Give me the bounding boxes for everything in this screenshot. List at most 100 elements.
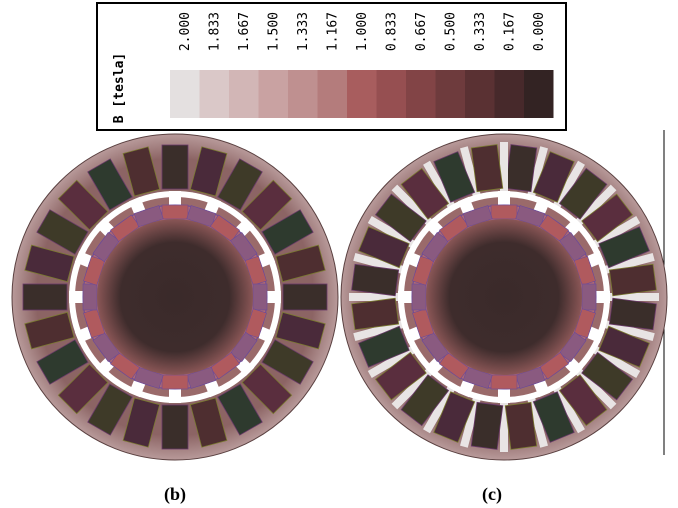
rotor-notch [169, 389, 181, 403]
legend-swatch [376, 70, 406, 118]
subfigure-label: (b) [164, 484, 186, 505]
magnet [490, 204, 518, 220]
rotor-notch [74, 326, 93, 344]
slot [470, 401, 504, 450]
slot [24, 244, 75, 283]
tooth [553, 160, 585, 209]
tooth [575, 184, 617, 226]
slot [532, 151, 575, 203]
slot [374, 351, 427, 401]
rotor-notch [403, 250, 422, 268]
slot [433, 391, 476, 443]
magnet [82, 283, 98, 311]
rotor-notch [204, 379, 222, 398]
rotor-notch [128, 196, 146, 215]
slot [581, 351, 634, 401]
slot [22, 283, 68, 311]
magnet [573, 308, 596, 339]
legend-label: 0.000 [532, 12, 547, 51]
slot [504, 401, 538, 450]
tooth [604, 253, 655, 274]
legend-label: 0.833 [385, 12, 400, 51]
slot [504, 144, 538, 193]
slot [241, 179, 293, 231]
magnet [161, 374, 189, 390]
tooth [604, 320, 655, 341]
tooth [460, 146, 481, 197]
magnet [421, 331, 449, 363]
legend-label: 0.500 [444, 12, 459, 51]
magnet [581, 283, 597, 311]
magnet [573, 255, 596, 286]
slot [598, 226, 650, 269]
slot [161, 144, 189, 190]
rotor-notch [498, 389, 510, 403]
rotor-notch [69, 291, 83, 303]
slot [261, 209, 314, 255]
legend-label: 1.000 [355, 12, 370, 51]
tooth [353, 253, 404, 274]
tooth [500, 142, 508, 192]
legend-swatch [406, 70, 436, 118]
magnet [92, 331, 120, 363]
slot [558, 167, 608, 220]
slot [282, 283, 328, 311]
rotor-notch [586, 326, 605, 344]
magnet [252, 283, 268, 311]
rotor-core [426, 219, 582, 375]
legend-label: 1.833 [208, 12, 223, 51]
slot [261, 339, 314, 385]
magnet [559, 331, 587, 363]
slot [122, 397, 161, 448]
slot [374, 193, 427, 243]
tooth [367, 346, 416, 378]
rotor-core [97, 219, 253, 375]
legend-label: 2.000 [178, 12, 193, 51]
tooth [527, 146, 548, 197]
motor [11, 133, 339, 461]
slot [36, 339, 89, 385]
motor [340, 133, 668, 461]
tooth [527, 397, 548, 448]
legend-title: B [tesla] [112, 53, 127, 123]
rotor-notch [533, 196, 551, 215]
tooth [423, 160, 455, 209]
tooth [553, 385, 585, 434]
magnet [83, 255, 106, 286]
slot [470, 144, 504, 193]
rotor-notch [257, 326, 276, 344]
slot [358, 226, 410, 269]
rotor-notch [169, 191, 181, 205]
legend-swatch [465, 70, 495, 118]
slot [275, 311, 326, 350]
tooth [592, 216, 641, 248]
legend-label: 0.667 [414, 12, 429, 51]
magnet [438, 214, 470, 242]
magnet [161, 204, 189, 220]
slot [275, 244, 326, 283]
slot [57, 179, 109, 231]
slot [351, 263, 400, 297]
rotor-notch [596, 291, 610, 303]
tooth [575, 368, 617, 410]
slot [608, 297, 657, 331]
slot [241, 363, 293, 415]
slot [57, 363, 109, 415]
magnet [83, 308, 106, 339]
rotor-notch [457, 196, 475, 215]
rotor-notch [74, 250, 93, 268]
slot [598, 325, 650, 368]
slot [400, 374, 450, 427]
slot [122, 146, 161, 197]
tooth [592, 346, 641, 378]
slot [189, 397, 228, 448]
magnet [490, 374, 518, 390]
legend-swatch [199, 70, 229, 118]
legend-swatch [170, 70, 200, 118]
rotor-notch [257, 250, 276, 268]
slot [189, 146, 228, 197]
slot [558, 374, 608, 427]
slot [217, 383, 263, 436]
slot [24, 311, 75, 350]
